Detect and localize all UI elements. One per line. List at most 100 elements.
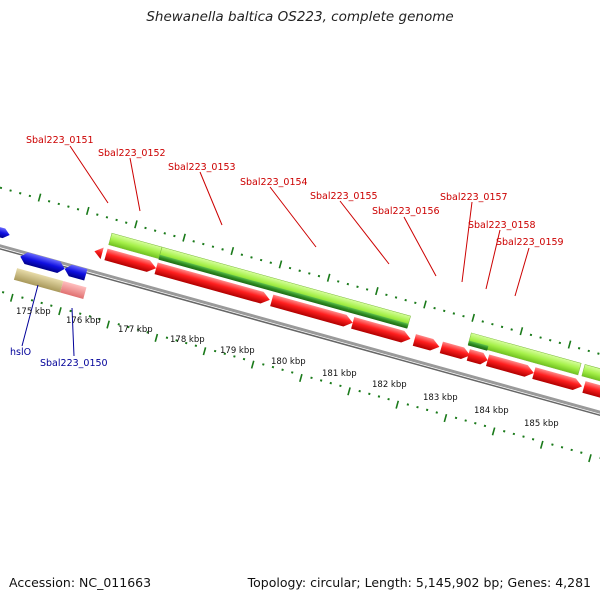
tick-bottom-minor	[165, 336, 169, 339]
tick-bottom-minor	[146, 331, 149, 334]
gene-red-5[interactable]	[412, 334, 441, 353]
tick-bottom-minor	[570, 448, 573, 452]
tick-bottom-minor	[406, 403, 410, 406]
gene-label-sbal223-0159[interactable]: Sbal223_0159	[496, 237, 564, 248]
gene-red-3[interactable]	[270, 294, 354, 329]
tick-bottom-minor	[175, 339, 178, 342]
genome-track	[0, 186, 600, 463]
tick-top-minor	[308, 272, 311, 275]
tick-top-major	[182, 233, 186, 242]
tick-top-minor	[202, 242, 205, 246]
gene-label-sbal223-0157[interactable]: Sbal223_0157	[440, 192, 508, 203]
gene-labels-bottom: hslO Sbal223_0150	[10, 347, 108, 369]
gene-label-sbal223-0156[interactable]: Sbal223_0156	[372, 206, 440, 217]
tick-top-minor	[0, 186, 3, 190]
gene-blue-small[interactable]	[63, 263, 88, 281]
tick-bottom-minor	[88, 315, 92, 318]
tick-top-major	[134, 220, 138, 229]
tick-top-minor	[115, 218, 118, 222]
tick-top-major	[37, 193, 42, 202]
scale-label-179: 179 kbp	[220, 346, 255, 356]
tick-bottom-minor	[319, 379, 323, 382]
gene-label-sbal223-0155[interactable]: Sbal223_0155	[310, 191, 378, 202]
gene-red-7[interactable]	[466, 349, 489, 366]
gene-blue-left[interactable]	[0, 221, 11, 240]
tick-bottom-minor	[50, 304, 53, 307]
tick-bottom-minor	[425, 408, 429, 412]
gene-label-sbal223-0154[interactable]: Sbal223_0154	[240, 177, 308, 188]
accession-text: Accession: NC_011663	[9, 575, 152, 590]
tick-top-minor	[163, 232, 166, 235]
tick-bottom-minor	[560, 446, 564, 449]
tick-bottom-major	[299, 373, 303, 383]
tick-bottom-minor	[551, 443, 554, 446]
tick-top-major	[230, 246, 235, 256]
scale-label-181: 181 kbp	[322, 369, 357, 379]
gene-sbal223-0157-forward[interactable]	[467, 332, 582, 376]
gene-label-hslO[interactable]: hslO	[10, 347, 31, 358]
tick-top-major	[567, 340, 572, 349]
gene-arrow-red-small[interactable]	[93, 245, 104, 260]
gene-end-forward[interactable]	[581, 364, 600, 385]
tick-bottom-minor	[368, 392, 371, 396]
tick-top-minor	[558, 341, 562, 345]
gene-red-4[interactable]	[351, 317, 412, 345]
tick-top-minor	[67, 205, 70, 208]
tick-top-minor	[385, 293, 388, 297]
tick-bottom-minor	[223, 352, 226, 355]
tick-bottom-minor	[117, 323, 120, 326]
gene-label-sbal223-0150[interactable]: Sbal223_0150	[40, 358, 108, 369]
tick-top-minor	[414, 301, 417, 305]
gene-red-2[interactable]	[154, 262, 272, 306]
gene-label-sbal223-0158[interactable]: Sbal223_0158	[468, 220, 536, 231]
tick-top-minor	[288, 266, 292, 270]
gene-red-6[interactable]	[439, 341, 472, 362]
tick-top-minor	[144, 226, 147, 230]
gene-pink[interactable]	[60, 280, 87, 299]
tick-bottom-minor	[1, 291, 5, 294]
tick-bottom-minor	[78, 312, 82, 315]
tick-top-minor	[173, 234, 176, 238]
tick-bottom-major	[58, 307, 62, 316]
tick-top-minor	[481, 320, 484, 323]
tick-top-minor	[76, 208, 80, 211]
tick-bottom-minor	[290, 371, 294, 374]
leader-lines-bottom	[21, 284, 75, 357]
gene-red-1[interactable]	[104, 248, 157, 274]
tick-bottom-major	[347, 387, 351, 396]
tick-row-top	[0, 186, 600, 355]
tick-top-minor	[28, 194, 32, 198]
tick-bottom-major	[395, 400, 400, 409]
tick-top-minor	[442, 309, 446, 313]
gene-red-10[interactable]	[582, 381, 600, 408]
gene-red-9[interactable]	[532, 367, 583, 392]
scale-label-176: 176 kbp	[66, 316, 101, 326]
tick-bottom-minor	[184, 341, 188, 345]
tick-top-minor	[221, 248, 224, 251]
gene-khaki-sbal223-0150[interactable]	[13, 268, 64, 293]
gene-label-sbal223-0151[interactable]: Sbal223_0151	[26, 135, 94, 146]
scale-label-178: 178 kbp	[170, 335, 205, 345]
gene-labels-top: Sbal223_0151 Sbal223_0152 Sbal223_0153 S…	[26, 135, 564, 248]
gene-blue-hslO[interactable]	[19, 251, 67, 275]
tick-bottom-minor	[271, 365, 275, 369]
tick-bottom-minor	[194, 344, 198, 347]
tick-top-minor	[9, 189, 12, 192]
gene-label-sbal223-0153[interactable]: Sbal223_0153	[168, 162, 236, 173]
tick-bottom-minor	[416, 405, 419, 409]
tick-bottom-minor	[464, 419, 467, 422]
tick-bottom-minor	[377, 395, 381, 398]
tick-top-minor	[240, 253, 244, 256]
gene-label-sbal223-0152[interactable]: Sbal223_0152	[98, 148, 166, 159]
tick-bottom-minor	[329, 381, 332, 385]
tick-bottom-minor	[40, 301, 43, 305]
tick-top-minor	[47, 200, 51, 203]
tick-top-minor	[491, 322, 494, 326]
tick-top-minor	[510, 328, 513, 331]
tick-bottom-minor	[127, 325, 130, 329]
tick-top-minor	[336, 280, 340, 283]
tick-top-minor	[404, 298, 407, 302]
backbone-line-outer	[0, 237, 600, 423]
gene-red-8[interactable]	[485, 354, 535, 378]
tick-bottom-minor	[454, 416, 458, 420]
